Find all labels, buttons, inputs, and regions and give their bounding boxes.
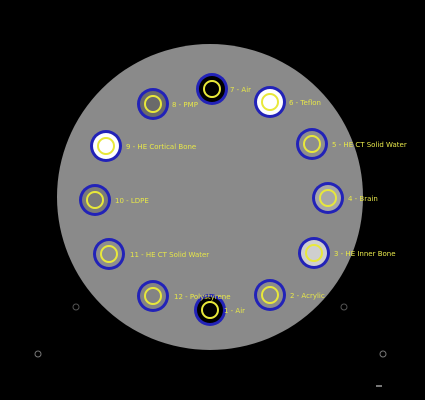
insert-label: 2 - Acrylic xyxy=(290,292,325,300)
insert-label: 11 - HE CT Solid Water xyxy=(130,251,209,259)
insert-core xyxy=(140,283,166,309)
insert-label: 4 - Brain xyxy=(348,195,378,203)
insert-core xyxy=(315,185,341,211)
insert-label: 8 - PMP xyxy=(172,101,198,109)
insert-core xyxy=(301,240,327,266)
insert-core xyxy=(299,131,325,157)
insert-label: 10 - LDPE xyxy=(115,197,149,205)
insert-core xyxy=(199,76,225,102)
insert-label: 5 - HE CT Solid Water xyxy=(332,141,407,149)
insert-core xyxy=(257,89,283,115)
insert-core xyxy=(82,187,108,213)
insert-core xyxy=(96,241,122,267)
insert-label: 12 - Polystyrene xyxy=(174,293,231,301)
insert-core xyxy=(257,282,283,308)
insert-label: 3 - HE Inner Bone xyxy=(334,250,396,258)
insert-label: 1 - Air xyxy=(224,307,245,315)
insert-label: 7 - Air xyxy=(230,86,251,94)
insert-label: 9 - HE Cortical Bone xyxy=(126,143,196,151)
insert-core xyxy=(140,91,166,117)
fiducial-mark xyxy=(376,385,382,387)
insert-label: 6 - Teflon xyxy=(289,99,321,107)
insert-core xyxy=(93,133,119,159)
